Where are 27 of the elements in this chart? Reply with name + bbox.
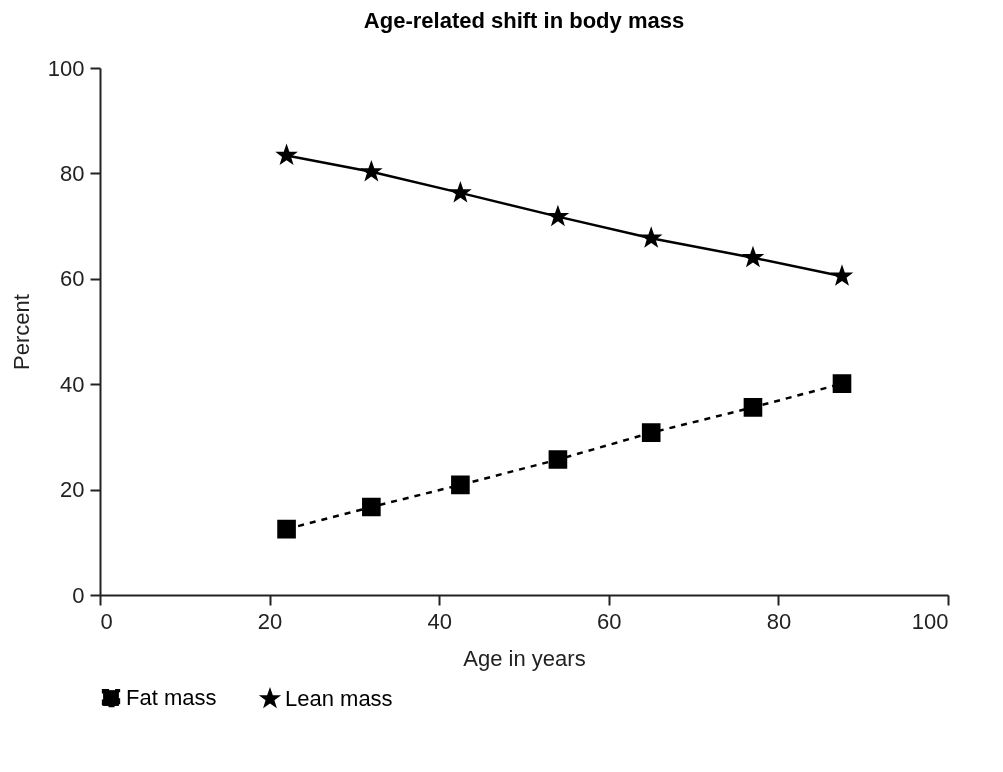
x-tick-label: 100 <box>911 608 949 634</box>
point <box>640 226 663 248</box>
x-tick-label: 0 <box>100 608 113 634</box>
y-tick-label: 40 <box>60 371 85 397</box>
y-tick-label: 80 <box>60 160 85 186</box>
legend-label: Fat mass <box>126 685 217 711</box>
y-tick-label: 60 <box>60 266 85 292</box>
x-tick-label: 40 <box>427 608 452 634</box>
y-tick-label: 100 <box>47 55 85 81</box>
x-axis-title: Age in years <box>463 645 586 671</box>
legend-label: Lean mass <box>285 685 393 711</box>
point <box>277 519 296 539</box>
x-tick-label: 20 <box>257 608 283 634</box>
chart-title: Age-related shift in body mass <box>363 8 685 33</box>
point <box>548 450 568 469</box>
point <box>451 475 470 495</box>
point <box>449 181 472 203</box>
y-axis-title: Percent <box>8 294 34 370</box>
point <box>641 423 661 442</box>
x-tick-label: 80 <box>766 608 792 634</box>
point <box>362 497 381 517</box>
point <box>360 160 383 182</box>
point <box>743 398 763 417</box>
y-tick-label: 20 <box>60 477 85 503</box>
point <box>832 374 852 393</box>
y-tick-label: 0 <box>72 582 85 608</box>
x-tick-label: 60 <box>597 608 622 634</box>
